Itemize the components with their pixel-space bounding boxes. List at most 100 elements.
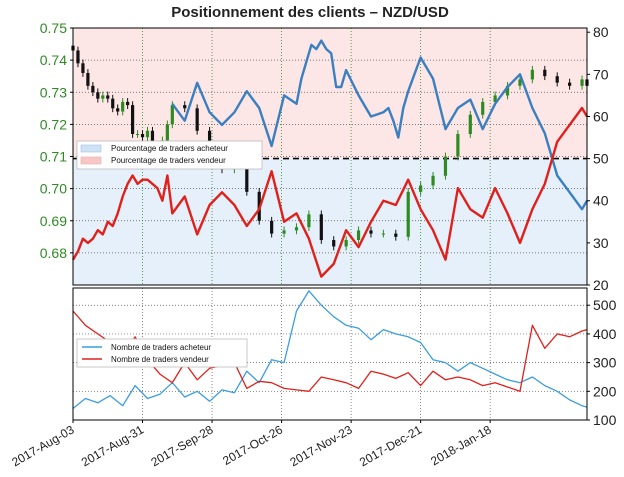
count-tick-label: 300 [593, 355, 617, 371]
percent-tick-label: 40 [593, 193, 609, 209]
candle-body-6 [101, 95, 105, 99]
percent-tick-label: 80 [593, 24, 609, 40]
legend-top: Pourcentage de traders acheteur Pourcenta… [76, 140, 263, 170]
sentiment-fill-area [73, 28, 587, 285]
candle-body-38 [394, 233, 398, 237]
percent-tick-label: 30 [593, 235, 609, 251]
price-tick-label: 0.74 [40, 52, 67, 68]
legend-label-buyer-percent: Pourcentage de traders acheteur [111, 144, 228, 153]
seller-zone [73, 28, 587, 159]
price-tick-label: 0.68 [40, 245, 67, 261]
candle-body-34 [344, 240, 348, 247]
candle-body-45 [481, 101, 485, 115]
candle-body-51 [555, 76, 559, 83]
count-tick-label: 400 [593, 326, 617, 342]
candle-body-3 [86, 72, 90, 86]
candle-body-13 [135, 134, 140, 136]
candle-body-16 [150, 130, 155, 147]
candle-body-35 [356, 230, 361, 241]
candle-body-40 [419, 185, 423, 192]
legend-swatch-seller-percent [80, 156, 102, 165]
price-axis: 0.68 0.69 0.70 0.71 0.72 0.73 0.74 0.75 [40, 20, 73, 261]
candle-body-12 [130, 105, 135, 135]
x-axis: 2017-Aug-03 2017-Aug-31 2017-Sep-28 2017-Oc… [9, 420, 494, 469]
legend-top-box [76, 140, 263, 170]
candle-body-41 [431, 175, 435, 186]
price-tick-label: 0.69 [40, 213, 67, 229]
buyer-count-line [72, 290, 588, 410]
count-tick-label: 100 [593, 412, 617, 428]
candle-body-37 [381, 233, 385, 235]
price-tick-label: 0.70 [40, 181, 67, 197]
candle-body-30 [294, 227, 299, 231]
candle-body-47 [505, 85, 510, 96]
candle-body-31 [307, 214, 311, 228]
legend-label-buyer-count: Nombre de traders acheteur [111, 343, 211, 352]
percent-axis: 20 30 40 50 60 70 80 [587, 24, 609, 293]
candle-body-44 [468, 114, 472, 135]
candle-body-1 [76, 50, 80, 64]
x-tick-label: 2017-Dec-21 [357, 422, 424, 469]
price-tick-label: 0.75 [40, 20, 67, 36]
x-tick-label: 2017-Nov-23 [288, 422, 355, 469]
candle-body-4 [91, 85, 95, 93]
candle-body-53 [580, 79, 584, 86]
x-tick-label: 2017-Aug-03 [9, 422, 76, 469]
candle-body-32 [319, 214, 323, 241]
legend-bottom: Nombre de traders acheteur Nombre de trad… [76, 338, 248, 368]
candle-body-10 [121, 101, 125, 112]
seller-count-line [72, 310, 588, 392]
x-tick-label: 2018-Jan-18 [428, 422, 494, 468]
percent-tick-label: 70 [593, 66, 609, 82]
count-tick-label: 200 [593, 383, 617, 399]
candle-body-8 [111, 98, 115, 109]
bottom-panel-frame [72, 287, 588, 421]
candle-body-48 [518, 79, 522, 86]
candle-body-29 [282, 230, 286, 234]
price-tick-label: 0.72 [40, 116, 67, 132]
candle-body-43 [456, 134, 460, 157]
candle-body-28 [270, 220, 274, 234]
price-tick-label: 0.71 [40, 149, 67, 165]
candle-body-52 [568, 82, 572, 86]
candle-body-26 [245, 153, 249, 192]
legend-swatch-buyer-percent [80, 144, 102, 153]
candle-body-36 [369, 230, 373, 234]
candle-body-46 [493, 95, 497, 102]
candle-body-50 [543, 69, 547, 77]
legend-bottom-box [76, 338, 248, 368]
count-series [72, 290, 588, 410]
count-axis: 100 200 300 400 500 [587, 297, 617, 428]
seller-percent-line [71, 106, 589, 278]
candle-body-5 [96, 92, 100, 99]
candle-body-39 [406, 191, 410, 237]
bottom-panel: 100 200 300 400 500 Nombre de traders achete… [72, 287, 617, 428]
candle-body-33 [332, 240, 336, 247]
x-tick-label: 2017-Aug-31 [79, 422, 146, 469]
percent-tick-label: 60 [593, 108, 609, 124]
candle-body-19 [165, 124, 169, 141]
percent-tick-label: 50 [593, 151, 609, 167]
candle-body-15 [145, 130, 150, 138]
buyer-percent-line [171, 39, 589, 211]
candle-body-9 [116, 108, 120, 112]
legend-label-seller-percent: Pourcentage de traders vendeur [111, 156, 226, 165]
legend-label-seller-count: Nombre de traders vendeur [111, 355, 209, 364]
candle-body-20 [170, 105, 174, 125]
candle-body-42 [443, 156, 448, 176]
candle-body-7 [106, 95, 110, 99]
x-tick-label: 2017-Sep-28 [148, 422, 215, 469]
chart-title: Positionnement des clients – NZD/USD [171, 4, 449, 21]
x-tick-label: 2017-Oct-26 [220, 422, 285, 468]
count-tick-label: 500 [593, 297, 617, 313]
candle-body-21 [183, 105, 187, 109]
candle-body-22 [195, 108, 199, 131]
percent-tick-label: 20 [593, 277, 609, 293]
candle-body-14 [140, 134, 145, 138]
candle-body-11 [126, 101, 130, 106]
top-panel: 0.68 0.69 0.70 0.71 0.72 0.73 0.74 0.75 20 30 40 5… [40, 20, 609, 293]
candle-body-2 [81, 63, 85, 73]
buyer-zone [73, 158, 587, 285]
sentiment-series [71, 39, 589, 278]
